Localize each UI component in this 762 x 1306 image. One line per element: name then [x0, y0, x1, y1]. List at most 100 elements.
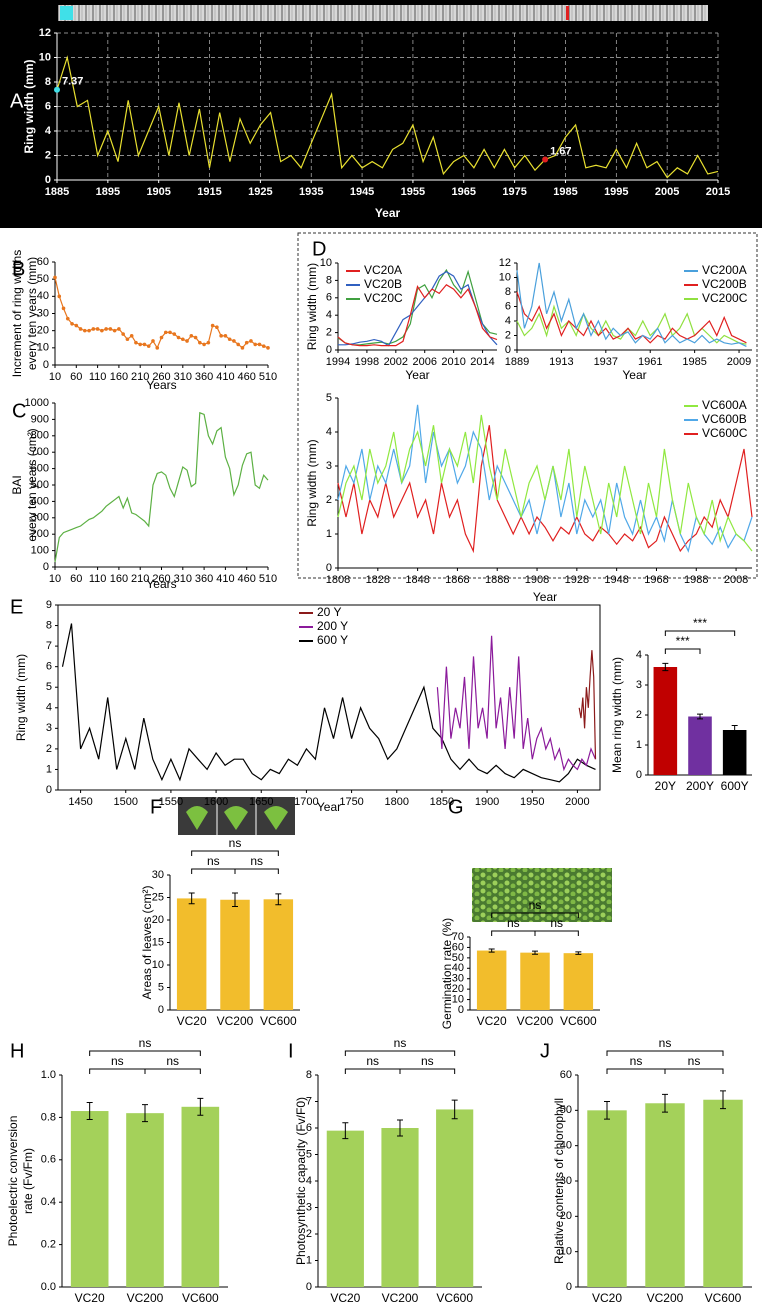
y-tick-label: 9 — [46, 599, 52, 611]
point — [91, 327, 96, 331]
point — [70, 322, 74, 326]
bar — [436, 1109, 474, 1287]
strip — [58, 5, 708, 21]
series-line — [337, 404, 753, 553]
legend-label: VC600B — [702, 412, 747, 426]
y-tick-label: 12 — [499, 257, 511, 269]
y-axis-label: every ten years (cm²) — [25, 428, 39, 541]
x-tick-label: 1500 — [114, 796, 138, 808]
significance-label: ns — [550, 916, 563, 930]
y-axis-label: BAI — [10, 475, 24, 494]
significance-bracket — [144, 1068, 201, 1074]
point — [172, 332, 177, 336]
panel-letter: G — [448, 796, 464, 818]
y-tick-label: 0 — [46, 784, 52, 796]
x-tick-label: 1975 — [502, 186, 526, 198]
y-tick-label: 40 — [452, 962, 464, 974]
y-tick-label: 30 — [152, 869, 164, 881]
error-bar — [188, 892, 195, 905]
significance-label: ns — [207, 854, 220, 868]
bar — [645, 1103, 685, 1287]
y-axis-label: Photosynthetic capacity (Fv/F0) — [294, 1097, 308, 1265]
y-tick-label: 0.4 — [41, 1196, 56, 1208]
significance-label: ns — [250, 854, 263, 868]
x-tick-label: 460 — [238, 371, 256, 383]
y-tick-label: 6 — [505, 300, 511, 312]
significance-label: ns — [507, 916, 520, 930]
y-tick-label: 10 — [452, 993, 464, 1005]
significance-label: ns — [421, 1054, 434, 1068]
x-tick-label: VC200 — [382, 1291, 419, 1305]
panel-letter: C — [12, 400, 26, 422]
y-tick-label: 300 — [31, 512, 49, 524]
y-tick-label: 8 — [326, 274, 332, 286]
y-axis-label: Ring width (mm) — [22, 60, 36, 154]
panel-d-frame — [297, 232, 758, 579]
point — [189, 334, 194, 338]
x-tick-label: 310 — [174, 573, 192, 585]
panel-background — [0, 0, 762, 228]
significance-label: *** — [693, 616, 707, 630]
legend-label: 200 Y — [317, 619, 348, 633]
series-line — [54, 411, 269, 563]
annotation-marker — [54, 86, 60, 93]
x-tick-label: 1750 — [339, 796, 363, 808]
y-tick-label: 70 — [452, 931, 464, 943]
x-tick-label: 1888 — [485, 574, 509, 586]
point — [261, 344, 266, 348]
y-tick-label: 5 — [158, 981, 164, 993]
legend-label: 600 Y — [317, 633, 348, 647]
x-tick-label: 200Y — [686, 779, 714, 793]
x-tick-label: 1937 — [594, 356, 618, 368]
y-tick-label: 1000 — [25, 397, 49, 409]
x-tick-label: 1988 — [684, 574, 708, 586]
x-tick-label: 460 — [238, 573, 256, 585]
point — [266, 346, 270, 350]
point — [151, 339, 155, 343]
panel-letter: F — [150, 796, 162, 818]
series-line — [516, 304, 747, 345]
y-tick-label: 40 — [37, 290, 49, 302]
x-tick-label: 1985 — [682, 356, 706, 368]
significance-label: ns — [659, 1036, 672, 1050]
x-axis-label: Year — [405, 368, 429, 382]
y-tick-label: 0 — [326, 562, 332, 574]
significance-label: ns — [394, 1036, 407, 1050]
point — [185, 339, 189, 343]
x-tick-label: 1800 — [385, 796, 409, 808]
x-tick-label: 2009 — [727, 356, 751, 368]
y-tick-label: 6 — [46, 661, 52, 673]
y-tick-label: 30 — [37, 307, 49, 319]
x-tick-label: 260 — [152, 371, 170, 383]
y-tick-label: 20 — [152, 914, 164, 926]
point — [176, 335, 181, 340]
x-tick-label: 10 — [49, 371, 61, 383]
point — [155, 346, 160, 350]
x-tick-label: 1850 — [430, 796, 454, 808]
point — [142, 342, 147, 347]
y-tick-label: 4 — [505, 315, 511, 327]
significance-label: ns — [366, 1054, 379, 1068]
y-tick-label: 0 — [458, 1004, 464, 1016]
y-tick-label: 2 — [46, 743, 52, 755]
error-bar — [342, 1122, 349, 1140]
y-tick-label: 10 — [560, 1246, 572, 1258]
y-tick-label: 60 — [37, 256, 49, 268]
significance-bracket — [234, 868, 279, 874]
significance-bracket — [606, 1050, 724, 1056]
point — [210, 323, 215, 328]
panel-letter: I — [288, 1040, 294, 1062]
y-tick-label: 15 — [152, 936, 164, 948]
panel-letter: J — [540, 1040, 550, 1062]
x-tick-label: 20Y — [655, 779, 676, 793]
y-tick-label: 30 — [560, 1175, 572, 1187]
y-tick-label: 20 — [37, 325, 49, 337]
x-tick-label: 360 — [195, 573, 213, 585]
panel-letter: D — [312, 238, 326, 260]
point — [83, 328, 87, 333]
y-tick-label: 12 — [39, 27, 51, 39]
significance-label: ns — [229, 836, 242, 850]
significance-label: ns — [166, 1054, 179, 1068]
x-tick-label: 2000 — [565, 796, 589, 808]
point — [104, 327, 108, 331]
